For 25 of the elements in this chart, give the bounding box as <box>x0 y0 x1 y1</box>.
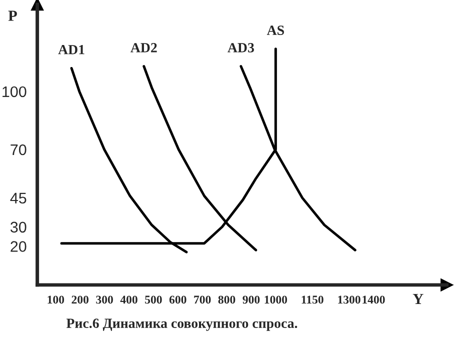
series-label: AD3 <box>228 43 254 52</box>
x-tick-label: 1400 <box>362 296 385 304</box>
x-tick-label: 700 <box>194 296 211 304</box>
x-tick-label: 1000 <box>264 296 288 304</box>
y-axis-title: P <box>8 10 17 21</box>
series-label: AD1 <box>58 45 84 54</box>
x-tick-label: 200 <box>72 296 88 304</box>
y-tick-label: 45 <box>10 192 26 204</box>
x-tick-label: 400 <box>120 296 138 304</box>
series-label: AS <box>266 26 284 35</box>
series-label: AD2 <box>130 43 157 52</box>
x-tick-label: 300 <box>96 296 113 304</box>
x-tick-label: 500 <box>145 296 162 304</box>
x-tick-label: 800 <box>218 296 236 304</box>
y-tick-label: 30 <box>10 222 26 233</box>
y-tick-label: 70 <box>10 144 26 156</box>
x-tick-label: 900 <box>242 296 260 304</box>
x-tick-label: 1150 <box>302 296 324 304</box>
text: Рис.6 Динамика совокупного спроса. <box>66 318 298 331</box>
y-tick-label: 100 <box>2 86 26 98</box>
x-tick-label: 100 <box>48 296 64 304</box>
x-axis-title: Y <box>412 294 424 304</box>
y-tick-label: 20 <box>10 241 26 252</box>
x-tick-label: 1300 <box>338 296 360 304</box>
x-tick-label: 600 <box>169 296 186 304</box>
